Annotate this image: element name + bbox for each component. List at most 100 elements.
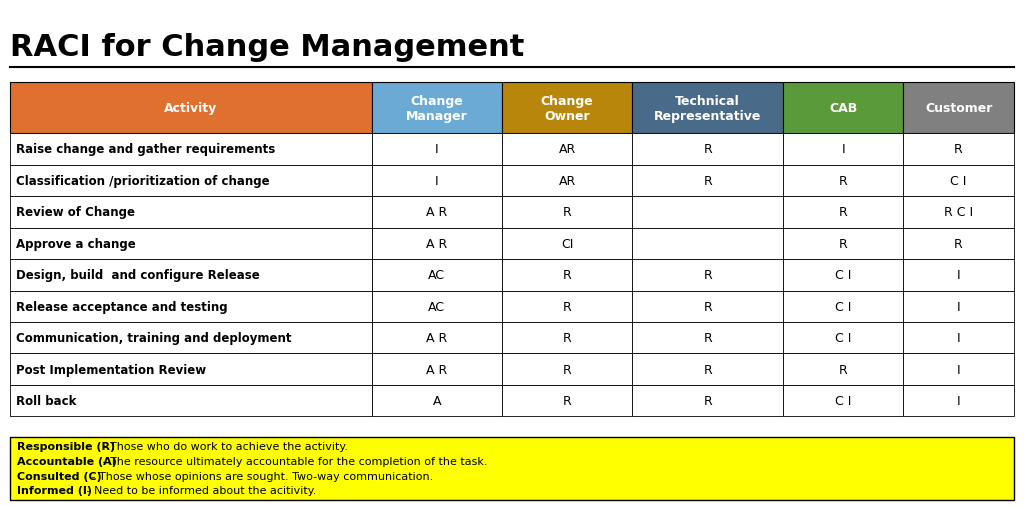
FancyBboxPatch shape xyxy=(502,83,633,134)
Text: A R: A R xyxy=(426,206,447,219)
Text: Customer: Customer xyxy=(925,102,992,115)
Text: R C I: R C I xyxy=(944,206,973,219)
FancyBboxPatch shape xyxy=(633,165,783,196)
Text: Change
Owner: Change Owner xyxy=(541,94,594,123)
Text: Post Implementation Review: Post Implementation Review xyxy=(16,363,207,376)
Text: R: R xyxy=(703,363,712,376)
Text: R: R xyxy=(954,143,963,156)
Text: Accountable (A): Accountable (A) xyxy=(17,456,118,466)
Text: R: R xyxy=(703,300,712,313)
Text: A R: A R xyxy=(426,237,447,250)
Text: I: I xyxy=(956,300,961,313)
FancyBboxPatch shape xyxy=(903,385,1014,417)
FancyBboxPatch shape xyxy=(502,385,633,417)
Text: AC: AC xyxy=(428,300,445,313)
Text: I: I xyxy=(842,143,845,156)
Text: Informed (I): Informed (I) xyxy=(17,485,92,495)
FancyBboxPatch shape xyxy=(10,437,1014,500)
FancyBboxPatch shape xyxy=(903,83,1014,134)
Text: R: R xyxy=(563,269,571,282)
FancyBboxPatch shape xyxy=(372,354,502,385)
Text: R: R xyxy=(563,332,571,344)
FancyBboxPatch shape xyxy=(903,322,1014,354)
FancyBboxPatch shape xyxy=(372,83,502,134)
FancyBboxPatch shape xyxy=(783,322,903,354)
Text: C I: C I xyxy=(835,300,851,313)
Text: R: R xyxy=(703,143,712,156)
FancyBboxPatch shape xyxy=(783,354,903,385)
Text: I: I xyxy=(956,394,961,408)
FancyBboxPatch shape xyxy=(372,165,502,196)
Text: Activity: Activity xyxy=(164,102,217,115)
Text: I: I xyxy=(956,269,961,282)
FancyBboxPatch shape xyxy=(783,165,903,196)
Text: R: R xyxy=(839,206,848,219)
Text: A R: A R xyxy=(426,363,447,376)
Text: R: R xyxy=(563,206,571,219)
FancyBboxPatch shape xyxy=(783,134,903,165)
FancyBboxPatch shape xyxy=(372,322,502,354)
Text: A R: A R xyxy=(426,332,447,344)
FancyBboxPatch shape xyxy=(633,260,783,291)
FancyBboxPatch shape xyxy=(783,291,903,322)
FancyBboxPatch shape xyxy=(372,134,502,165)
FancyBboxPatch shape xyxy=(10,385,372,417)
Text: R: R xyxy=(839,237,848,250)
FancyBboxPatch shape xyxy=(903,354,1014,385)
Text: R: R xyxy=(703,174,712,187)
Text: R: R xyxy=(954,237,963,250)
Text: I: I xyxy=(435,143,438,156)
FancyBboxPatch shape xyxy=(372,385,502,417)
Text: R: R xyxy=(563,394,571,408)
FancyBboxPatch shape xyxy=(903,228,1014,260)
Text: AC: AC xyxy=(428,269,445,282)
Text: R: R xyxy=(563,300,571,313)
FancyBboxPatch shape xyxy=(10,354,372,385)
Text: - Those whose opinions are sought. Two-way communication.: - Those whose opinions are sought. Two-w… xyxy=(88,471,433,481)
FancyBboxPatch shape xyxy=(502,291,633,322)
FancyBboxPatch shape xyxy=(372,260,502,291)
Text: R: R xyxy=(839,174,848,187)
FancyBboxPatch shape xyxy=(10,134,372,165)
FancyBboxPatch shape xyxy=(903,134,1014,165)
FancyBboxPatch shape xyxy=(372,291,502,322)
FancyBboxPatch shape xyxy=(10,196,372,228)
Text: R: R xyxy=(703,269,712,282)
FancyBboxPatch shape xyxy=(903,165,1014,196)
Text: Approve a change: Approve a change xyxy=(16,237,136,250)
FancyBboxPatch shape xyxy=(633,291,783,322)
FancyBboxPatch shape xyxy=(633,83,783,134)
FancyBboxPatch shape xyxy=(783,196,903,228)
Text: C I: C I xyxy=(950,174,967,187)
FancyBboxPatch shape xyxy=(502,165,633,196)
FancyBboxPatch shape xyxy=(10,165,372,196)
Text: - Those who do work to achieve the activity.: - Those who do work to achieve the activ… xyxy=(98,441,348,451)
FancyBboxPatch shape xyxy=(502,196,633,228)
FancyBboxPatch shape xyxy=(633,228,783,260)
Text: R: R xyxy=(703,332,712,344)
FancyBboxPatch shape xyxy=(502,228,633,260)
FancyBboxPatch shape xyxy=(10,83,372,134)
Text: Review of Change: Review of Change xyxy=(16,206,135,219)
FancyBboxPatch shape xyxy=(372,228,502,260)
Text: I: I xyxy=(956,363,961,376)
Text: AR: AR xyxy=(558,143,575,156)
FancyBboxPatch shape xyxy=(502,260,633,291)
Text: R: R xyxy=(703,394,712,408)
Text: Release acceptance and testing: Release acceptance and testing xyxy=(16,300,228,313)
Text: Raise change and gather requirements: Raise change and gather requirements xyxy=(16,143,275,156)
Text: Technical
Representative: Technical Representative xyxy=(654,94,762,123)
Text: I: I xyxy=(956,332,961,344)
Text: Consulted (C): Consulted (C) xyxy=(17,471,102,481)
FancyBboxPatch shape xyxy=(633,134,783,165)
Text: C I: C I xyxy=(835,269,851,282)
Text: R: R xyxy=(839,363,848,376)
Text: Roll back: Roll back xyxy=(16,394,77,408)
Text: Design, build  and configure Release: Design, build and configure Release xyxy=(16,269,260,282)
Text: R: R xyxy=(563,363,571,376)
Text: - The resource ultimately accountable for the completion of the task.: - The resource ultimately accountable fo… xyxy=(98,456,487,466)
Text: - Need to be informed about the acitivity.: - Need to be informed about the acitivit… xyxy=(83,485,316,495)
FancyBboxPatch shape xyxy=(903,291,1014,322)
FancyBboxPatch shape xyxy=(903,196,1014,228)
Text: CAB: CAB xyxy=(829,102,857,115)
